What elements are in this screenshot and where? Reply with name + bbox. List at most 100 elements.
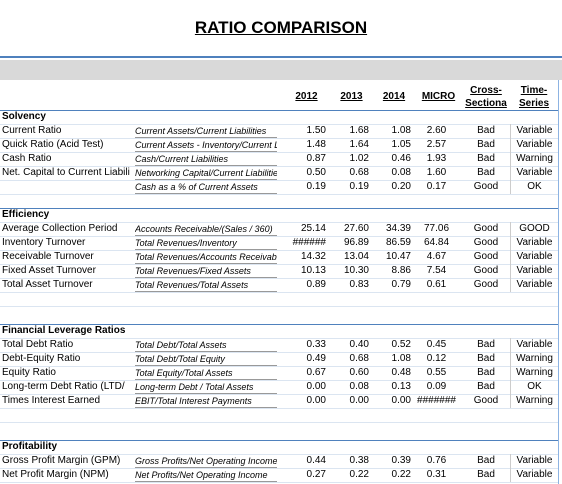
value: 0.49 xyxy=(306,353,326,364)
value: 25.14 xyxy=(300,223,326,234)
value: 0.50 xyxy=(306,167,326,178)
column-header: Time- xyxy=(520,85,548,96)
value: 7.54 xyxy=(426,265,447,276)
value: 0.19 xyxy=(306,181,326,192)
value: 0.00 xyxy=(349,395,369,406)
value: 77.06 xyxy=(423,223,450,234)
time-series: Variable xyxy=(510,264,558,278)
row-rule xyxy=(0,138,558,139)
section-rule xyxy=(0,324,558,325)
value: 0.44 xyxy=(306,455,326,466)
value: 10.30 xyxy=(343,265,369,276)
value: 0.08 xyxy=(391,167,411,178)
cross-sectional: Bad xyxy=(477,139,495,150)
time-series: Variable xyxy=(510,454,558,468)
row-label: Total Debt Ratio xyxy=(2,339,74,350)
cross-sectional: Good xyxy=(473,395,499,406)
column-header: 2012 xyxy=(295,91,318,102)
column-header: Series xyxy=(518,98,550,109)
row-rule xyxy=(0,468,558,469)
cross-sectional: Good xyxy=(473,265,499,276)
value: 14.32 xyxy=(300,251,326,262)
row-label: Cash Ratio xyxy=(2,153,52,164)
value: 0.27 xyxy=(306,469,326,480)
right-border xyxy=(558,80,559,484)
cross-sectional: Bad xyxy=(477,367,495,378)
value: 1.50 xyxy=(306,125,326,136)
formula: Gross Profits/Net Operating Income xyxy=(135,456,277,468)
row-rule xyxy=(0,352,558,353)
section-rule xyxy=(0,208,558,209)
gray-band xyxy=(0,60,562,80)
cross-sectional: Bad xyxy=(477,353,495,364)
time-series: Warning xyxy=(510,366,558,380)
formula: EBIT/Total Interest Payments xyxy=(135,394,277,408)
value: 1.08 xyxy=(391,125,411,136)
cross-sectional: Good xyxy=(473,223,499,234)
column-header: Sectiona xyxy=(465,98,507,109)
value: 0.31 xyxy=(426,469,447,480)
value: 2.60 xyxy=(426,125,447,136)
row-rule xyxy=(0,124,558,125)
row-label: Quick Ratio (Acid Test) xyxy=(2,139,104,150)
cross-sectional: Bad xyxy=(477,339,495,350)
value: 0.48 xyxy=(391,367,411,378)
value: 8.86 xyxy=(391,265,411,276)
value: 1.68 xyxy=(349,125,369,136)
value: 0.00 xyxy=(306,395,326,406)
formula: Net Profits/Net Operating Income xyxy=(135,468,277,482)
row-rule xyxy=(0,250,558,251)
formula: Cash as a % of Current Assets xyxy=(135,180,277,194)
time-series: Variable xyxy=(510,468,558,482)
value: 1.93 xyxy=(426,153,447,164)
formula: Total Debt/Total Equity xyxy=(135,352,277,366)
column-header: 2014 xyxy=(382,91,406,102)
value: 86.59 xyxy=(385,237,411,248)
formula: Cash/Current Liabilities xyxy=(135,152,277,166)
value: 96.89 xyxy=(343,237,369,248)
value: 4.67 xyxy=(426,251,447,262)
value: 0.20 xyxy=(391,181,411,192)
row-rule xyxy=(0,422,558,423)
time-series: Variable xyxy=(510,124,558,138)
value: 1.60 xyxy=(426,167,447,178)
column-header: Cross- xyxy=(470,85,502,96)
section-header: Financial Leverage Ratios xyxy=(2,325,126,336)
row-rule xyxy=(0,292,558,293)
row-label: Total Asset Turnover xyxy=(2,279,93,290)
value: 0.83 xyxy=(349,279,369,290)
value: 0.39 xyxy=(391,455,411,466)
value: 0.68 xyxy=(349,353,369,364)
row-label: Gross Profit Margin (GPM) xyxy=(2,455,121,466)
row-label: Long-term Debt Ratio (LTD/ xyxy=(2,381,125,392)
row-label: Net Profit Margin (NPM) xyxy=(2,469,109,480)
value: 0.46 xyxy=(391,153,411,164)
time-series: Variable xyxy=(510,166,558,180)
value: 0.08 xyxy=(349,381,369,392)
cross-sectional: Bad xyxy=(477,167,495,178)
cross-sectional: Good xyxy=(473,181,499,192)
row-rule xyxy=(0,380,558,381)
value: 2.57 xyxy=(426,139,447,150)
column-header: 2013 xyxy=(340,91,363,102)
formula: Current Assets/Current Liabilities xyxy=(135,124,277,138)
row-rule xyxy=(0,366,558,367)
column-header: MICRO xyxy=(421,91,456,102)
row-rule xyxy=(0,166,558,167)
value: ###### xyxy=(292,237,326,248)
value: 0.60 xyxy=(349,367,369,378)
row-rule xyxy=(0,194,558,195)
section-header: Efficiency xyxy=(2,209,50,220)
value: 0.13 xyxy=(391,381,411,392)
value: 27.60 xyxy=(343,223,369,234)
row-label: Fixed Asset Turnover xyxy=(2,265,96,276)
row-label: Average Collection Period xyxy=(2,223,118,234)
value: ####### xyxy=(417,395,456,406)
cross-sectional: Good xyxy=(473,279,499,290)
formula: Total Revenues/Total Assets xyxy=(135,278,277,292)
cross-sectional: Bad xyxy=(477,455,495,466)
row-label: Debt-Equity Ratio xyxy=(2,353,81,364)
cross-sectional: Bad xyxy=(477,469,495,480)
value: 0.40 xyxy=(349,339,369,350)
